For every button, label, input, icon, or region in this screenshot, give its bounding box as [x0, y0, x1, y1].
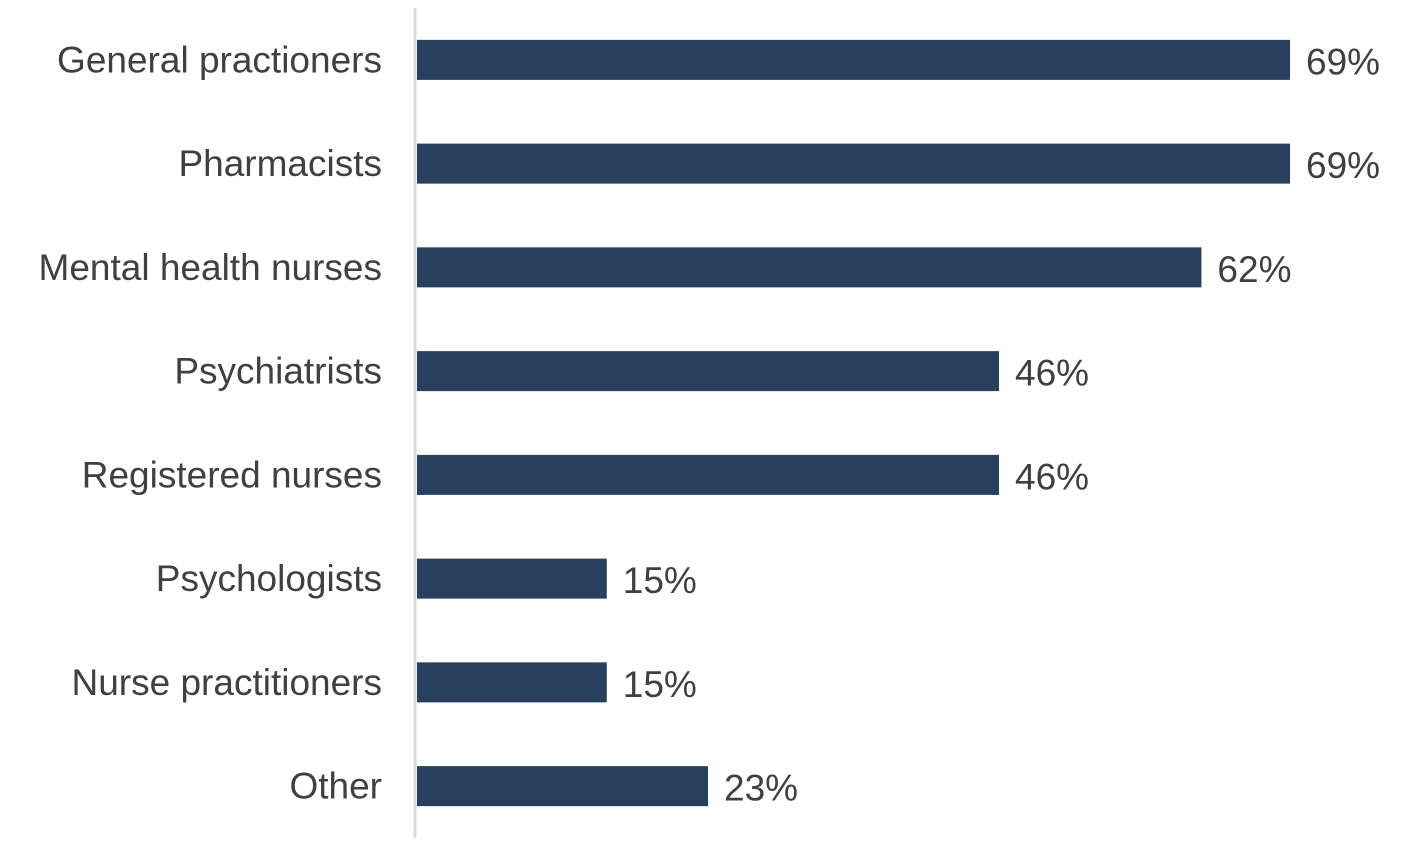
bar-6 — [417, 662, 607, 703]
value-label-3: 46% — [1015, 353, 1089, 394]
category-label-7: Other — [289, 766, 382, 807]
bar-4 — [417, 454, 999, 495]
value-label-0: 69% — [1306, 41, 1380, 82]
value-label-1: 69% — [1306, 145, 1380, 186]
bars-layer — [417, 39, 1290, 807]
value-labels: 69% 69% 62% 46% 46% 15% 15% 23% — [623, 41, 1380, 808]
bar-3 — [417, 351, 999, 392]
value-label-5: 15% — [623, 560, 697, 601]
value-label-4: 46% — [1015, 456, 1089, 497]
bar-2 — [417, 247, 1202, 288]
value-label-6: 15% — [623, 664, 697, 705]
category-label-0: General practioners — [57, 39, 382, 80]
bar-0 — [417, 39, 1290, 80]
category-label-4: Registered nurses — [82, 454, 382, 495]
bar-5 — [417, 558, 607, 599]
value-label-7: 23% — [724, 768, 798, 809]
category-label-2: Mental health nurses — [39, 247, 382, 288]
category-label-1: Pharmacists — [178, 143, 382, 184]
category-labels: General practioners Pharmacists Mental hea… — [39, 39, 382, 806]
bar-7 — [417, 766, 708, 807]
value-label-2: 62% — [1217, 249, 1291, 290]
category-label-5: Psychologists — [156, 558, 382, 599]
bar-1 — [417, 143, 1290, 184]
category-label-6: Nurse practitioners — [71, 662, 382, 703]
category-label-3: Psychiatrists — [174, 351, 382, 392]
